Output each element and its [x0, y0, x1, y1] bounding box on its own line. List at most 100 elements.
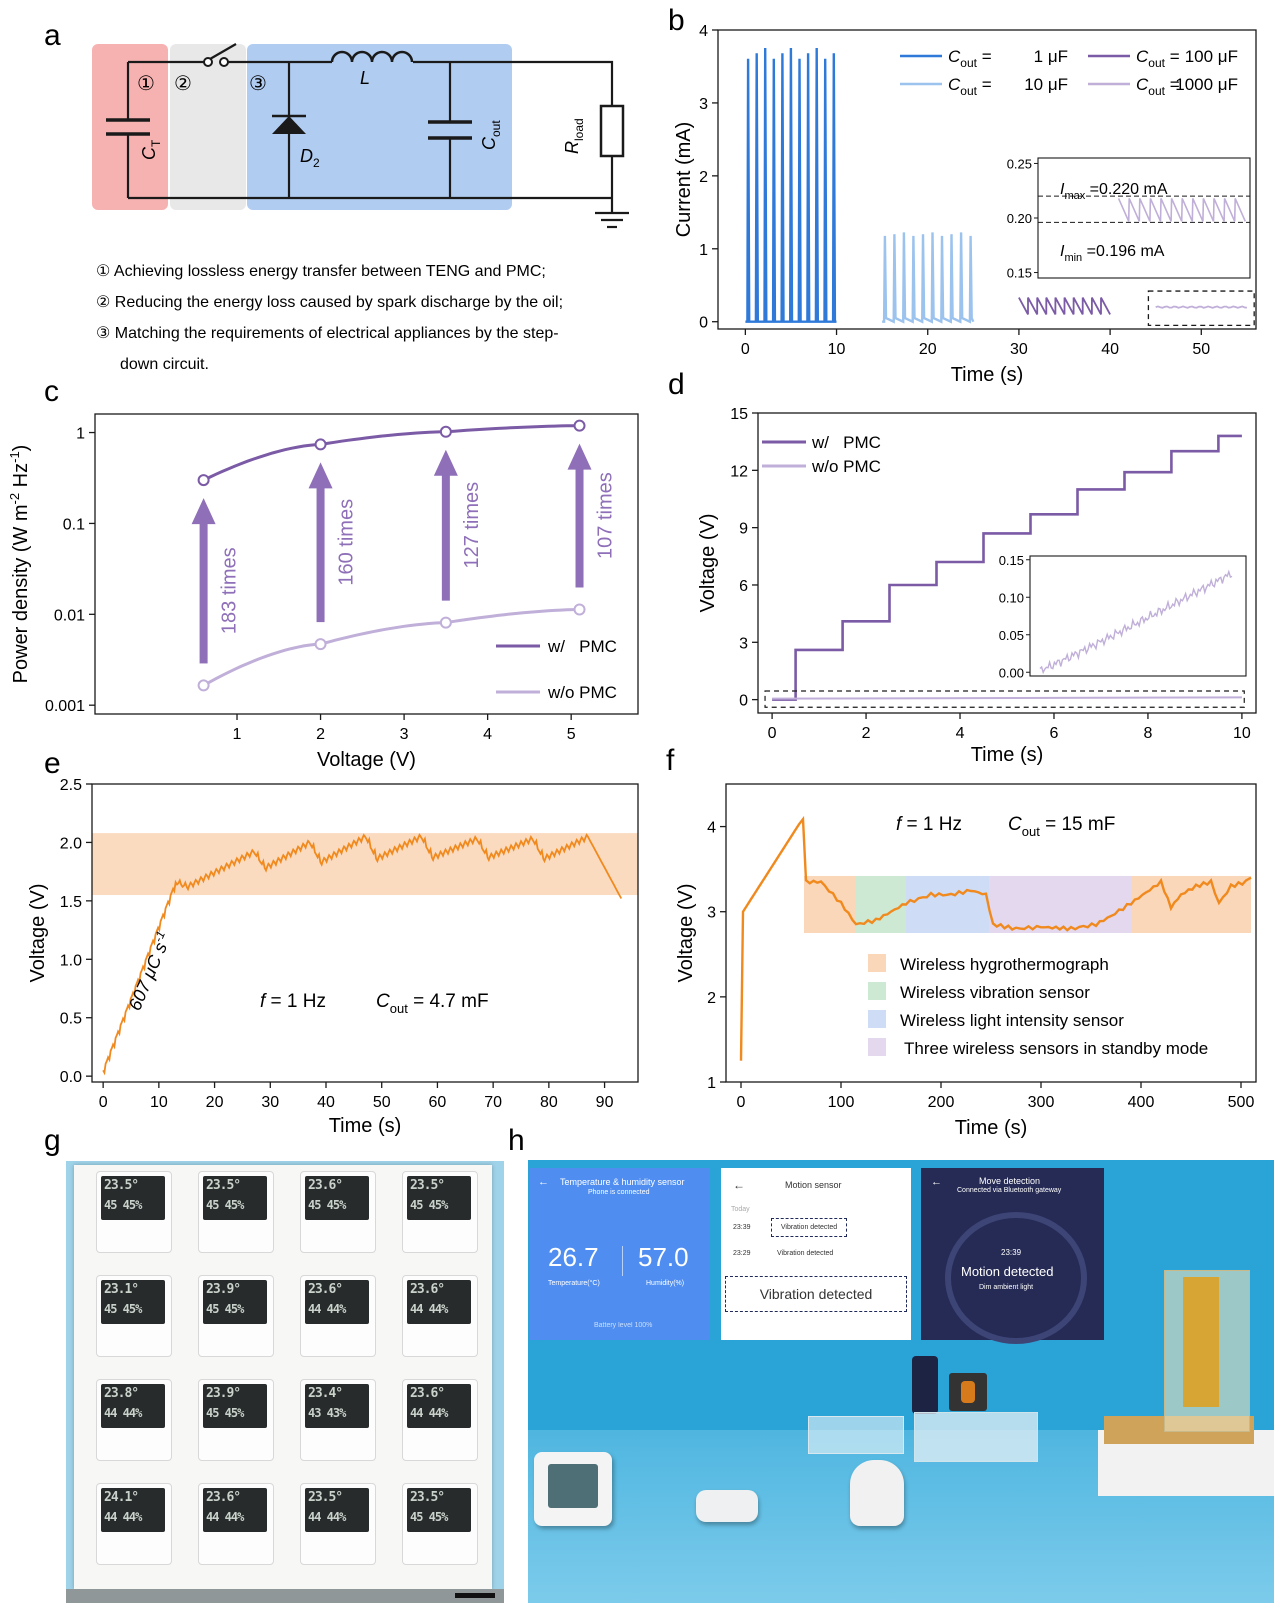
chart-c-point-1-1 — [314, 638, 327, 651]
inset-b-imin-label: Imin =0.196 mA — [1060, 243, 1165, 264]
chart-f-xtick-label-2: 200 — [928, 1094, 955, 1111]
screen1-divider — [622, 1246, 623, 1276]
hygrometer-10: 23.9° 45 45% — [198, 1379, 274, 1461]
chart-b-legend-label-1: Cout = — [948, 75, 992, 98]
legend-sub: out — [1148, 84, 1165, 98]
oil-switch-holder — [808, 1416, 904, 1454]
chart-d-zoom-box — [764, 690, 1245, 708]
chart-e-series-0 — [102, 833, 623, 1076]
note-3: ③ Matching the requirements of electrica… — [96, 325, 559, 342]
chart-d: d 0 2 4 6 8 10 0 3 6 9 12 15 Time (s) Voltage (V) w/ … — [668, 368, 1257, 766]
hygrometer-display: 23.5° 44 44% — [305, 1488, 369, 1532]
capacitor-cout — [428, 120, 472, 140]
chart-b-xtick-label-2: 20 — [919, 341, 937, 358]
hygrometer-display: 23.6° 44 44% — [407, 1384, 471, 1428]
chart-f-ytick-label-3: 4 — [707, 820, 716, 837]
hygrometer-humidity: 45 45% — [410, 1198, 448, 1212]
chart-f-xlabel: Time (s) — [955, 1117, 1028, 1139]
hygrometer-humidity: 44 44% — [104, 1406, 142, 1420]
teng-holder — [1164, 1270, 1250, 1432]
panel-label-c: c — [44, 375, 59, 408]
chart-c-series-1 — [202, 608, 580, 687]
chart-d-series-1 — [772, 696, 1242, 700]
chart-f-legend-swatch-3 — [868, 1038, 886, 1056]
chart-c-point-0-3 — [573, 419, 586, 432]
chart-f-legend: Wireless hygrothermograph Wireless vibrat… — [868, 954, 1208, 1058]
hygrometer-display: 23.5° 45 45% — [101, 1176, 165, 1220]
chart-f-xtick-label-3: 300 — [1028, 1094, 1055, 1111]
inset-d-ytick-label-1: 0.10 — [999, 590, 1024, 605]
chart-f-legend-label-1: Wireless vibration sensor — [900, 983, 1090, 1002]
chart-e-ytick-label-1: 0.5 — [60, 1011, 82, 1028]
chart-b-series — [745, 47, 1255, 327]
device-screen — [548, 1464, 598, 1508]
panel-label-b: b — [668, 4, 685, 37]
chart-c-arrow-label-2: 127 times — [461, 482, 483, 569]
vibration-sensor-device — [696, 1490, 758, 1522]
teng-base — [1098, 1416, 1274, 1496]
chart-c-xtick-label-4: 5 — [567, 726, 576, 743]
legend-sub: out — [960, 84, 977, 98]
marker-1: ① — [137, 73, 155, 95]
hygrometer-display: 23.8° 44 44% — [101, 1384, 165, 1428]
chart-d-ytick-label-1: 3 — [739, 635, 748, 652]
chart-c-legend-label-1: w/o PMC — [547, 683, 617, 702]
chart-f-legend-swatch-0 — [868, 954, 886, 972]
chart-d-xtick-label-0: 0 — [768, 725, 777, 742]
row1-time: 23:39 — [733, 1224, 751, 1231]
chart-c-series: 183 times 160 times 127 times 107 times — [191, 419, 617, 692]
legend-sub: out — [1148, 56, 1165, 70]
note-1: ① Achieving lossless energy transfer bet… — [96, 263, 546, 280]
hygrometer-13: 24.1° 44 44% — [96, 1483, 172, 1565]
switch — [203, 43, 237, 67]
capacitor-component — [912, 1356, 938, 1414]
chart-c-xtick-label-0: 1 — [233, 726, 242, 743]
chart-f-ytick-label-0: 1 — [707, 1075, 716, 1092]
hygrometer-display: 24.1° 44 44% — [101, 1488, 165, 1532]
chart-e-ylabel: Voltage (V) — [27, 884, 49, 983]
ylabel-sup: -1 — [7, 451, 22, 463]
chart-c-xtick-label-3: 4 — [483, 726, 492, 743]
battery-text: Battery level 100% — [594, 1322, 653, 1329]
chart-d-frame — [757, 412, 1257, 714]
hygrometer-humidity: 44 44% — [410, 1406, 448, 1420]
c-sub: out — [1022, 824, 1040, 839]
chart-c-axes: 1 2 3 4 5 1 0.1 0.01 0.001 Voltage (V) Power densi… — [7, 413, 639, 771]
chart-b-ytick-label-4: 4 — [699, 23, 708, 40]
f-text: = 1 Hz — [901, 814, 962, 835]
chart-c-arrow-shaft-3 — [575, 467, 584, 588]
hygrometer-temp: 23.9° — [206, 1282, 241, 1297]
ground-symbol — [595, 211, 629, 229]
hygrometer-display: 23.1° 45 45% — [101, 1280, 165, 1324]
hygrometer-temp: 23.5° — [410, 1178, 445, 1193]
label-cout: Cout — [479, 120, 503, 150]
chart-b-legend-value-3: 1000 μF — [1175, 75, 1238, 94]
chart-c-arrow-shaft-2 — [441, 473, 450, 601]
screen3-time: 23:39 — [1001, 1248, 1022, 1257]
hygrometer-15: 23.5° 44 44% — [300, 1483, 376, 1565]
chart-f-ylabel: Voltage (V) — [675, 884, 697, 983]
ylabel-part: Power density (W m — [10, 504, 32, 683]
chart-e-ytick-label-3: 1.5 — [60, 894, 82, 911]
inset-d-signal — [1039, 569, 1233, 675]
hygrothermograph-device — [534, 1452, 612, 1526]
hygrometer-1: 23.5° 45 45% — [96, 1171, 172, 1253]
note-4: down circuit. — [120, 356, 209, 373]
temperature-value: 26.7 — [548, 1242, 599, 1272]
chart-f-frame — [725, 783, 1257, 1083]
chart-c-xlabel: Voltage (V) — [317, 749, 416, 771]
chart-e-ytick-label-5: 2.5 — [60, 777, 82, 794]
chart-c-point-1-3 — [573, 603, 586, 616]
back-arrow-icon: ← — [733, 1178, 745, 1192]
chart-d-ytick-label-0: 0 — [739, 693, 748, 710]
hygrometer-humidity: 45 45% — [206, 1198, 244, 1212]
chart-c-arrow-head-3 — [567, 443, 592, 470]
chart-d-legend-label-1: w/o PMC — [811, 457, 881, 476]
chart-f-xtick-label-4: 400 — [1128, 1094, 1155, 1111]
inductor-l — [330, 50, 414, 63]
circuit-wires — [126, 60, 614, 212]
resistor-rload — [599, 104, 625, 158]
chart-d-xlabel: Time (s) — [971, 744, 1044, 766]
chart-e-xtick-label-4: 40 — [317, 1094, 335, 1111]
chart-c-arrow-head-2 — [433, 449, 458, 476]
